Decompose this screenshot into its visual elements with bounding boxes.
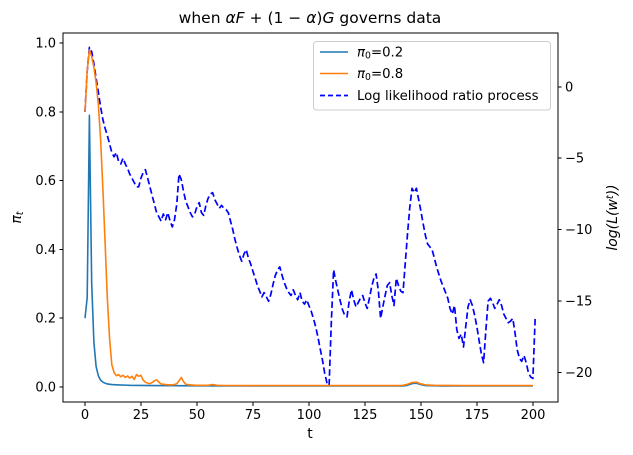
series-group xyxy=(84,46,537,387)
plot-area-border xyxy=(62,32,559,403)
right-y-tick-label: −20 xyxy=(565,366,592,381)
right-y-axis-label: log(L(wt)) xyxy=(605,184,621,250)
x-tick-label: 25 xyxy=(133,408,150,423)
left-y-tick-label: 0.2 xyxy=(35,312,56,327)
legend: π0=0.2 π0=0.8 Log likelihood ratio proce… xyxy=(313,41,551,111)
x-axis-label: t xyxy=(307,426,313,442)
right-y-tick-label: −5 xyxy=(565,152,584,167)
legend-label-pi0-0.2: π0=0.2 xyxy=(357,46,403,62)
left-y-tick-labels: 0.0 0.2 0.4 0.6 0.8 1.0 xyxy=(35,37,56,396)
legend-label-log-likelihood: Log likelihood ratio process xyxy=(357,89,539,104)
legend-item-pi0-0.2: π0=0.2 xyxy=(320,46,403,62)
legend-item-pi0-0.8: π0=0.8 xyxy=(320,67,403,83)
left-y-tick-label: 0.0 xyxy=(35,381,56,396)
right-y-tick-labels: 0 −5 −10 −15 −20 xyxy=(565,81,592,382)
x-tick-label: 50 xyxy=(189,408,206,423)
x-tick-marks xyxy=(84,402,534,406)
legend-box xyxy=(313,41,551,111)
x-tick-label: 200 xyxy=(521,408,546,423)
legend-item-log-likelihood: Log likelihood ratio process xyxy=(320,89,539,104)
left-y-tick-label: 0.8 xyxy=(35,106,56,121)
pi0-0.2-line xyxy=(84,114,533,387)
x-tick-label: 0 xyxy=(81,408,89,423)
legend-label-pi0-0.8: π0=0.8 xyxy=(357,67,403,83)
left-y-axis-label: πt xyxy=(9,210,26,223)
right-y-tick-label: −10 xyxy=(565,223,592,238)
x-tick-label: 125 xyxy=(353,408,378,423)
chart-title: when αF + (1 − α)G governs data xyxy=(179,9,442,27)
right-y-tick-marks xyxy=(558,86,562,373)
log-likelihood-ratio-line xyxy=(84,46,537,387)
x-tick-label: 150 xyxy=(409,408,434,423)
x-tick-label: 175 xyxy=(465,408,490,423)
left-y-tick-label: 0.6 xyxy=(35,174,56,189)
x-tick-label: 75 xyxy=(245,408,262,423)
right-y-tick-label: 0 xyxy=(565,81,573,96)
left-y-tick-label: 0.4 xyxy=(35,243,56,258)
pi0-0.8-line xyxy=(84,49,533,387)
left-y-tick-label: 1.0 xyxy=(35,37,56,52)
x-tick-label: 100 xyxy=(297,408,322,423)
right-y-tick-label: −15 xyxy=(565,295,592,310)
x-tick-labels: 0 25 50 75 100 125 150 175 200 xyxy=(81,408,546,423)
left-y-tick-marks xyxy=(59,42,63,388)
